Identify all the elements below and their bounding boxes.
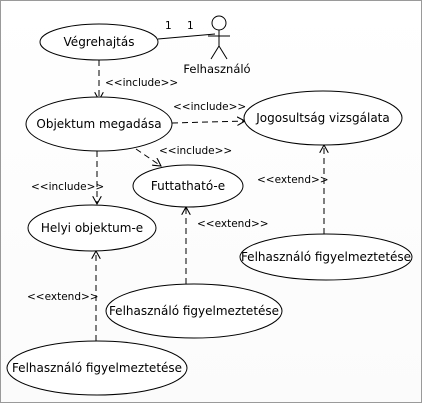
multiplicity-usecase-end: 1: [165, 20, 172, 32]
svg-text:Felhasználó figyelmeztetése: Felhasználó figyelmeztetése: [109, 304, 279, 318]
extend-label-1: <<extend>>: [257, 174, 329, 186]
extend-label-2: <<extend>>: [197, 218, 269, 230]
usecase-futtathato[interactable]: Futtatható-e: [132, 164, 244, 208]
include-edge-2: [171, 121, 245, 123]
usecase-figyelmeztetes-middle[interactable]: Felhasználó figyelmeztetése: [105, 283, 283, 339]
include-label-1: <<include>>: [105, 77, 178, 89]
include-label-2: <<include>>: [173, 101, 246, 113]
svg-text:Futtatható-e: Futtatható-e: [151, 179, 225, 193]
svg-text:Felhasználó figyelmeztetése: Felhasználó figyelmeztetése: [12, 361, 182, 375]
extend-label-3: <<extend>>: [27, 291, 99, 303]
svg-text:Helyi objektum-e: Helyi objektum-e: [41, 221, 143, 235]
svg-text:Végrehajtás: Végrehajtás: [64, 35, 135, 49]
usecase-figyelmeztetes-right[interactable]: Felhasználó figyelmeztetése: [239, 233, 413, 281]
usecase-helyi-objektum[interactable]: Helyi objektum-e: [27, 204, 157, 252]
include-edge-3: [135, 148, 161, 166]
include-label-3: <<include>>: [159, 145, 232, 157]
svg-text:Objektum megadása: Objektum megadása: [36, 117, 161, 131]
include-label-4: <<include>>: [31, 181, 104, 193]
usecase-objektum-megadasa[interactable]: Objektum megadása: [25, 96, 173, 152]
association-line: [157, 33, 216, 40]
multiplicity-actor-end: 1: [187, 20, 194, 32]
actor-name: Felhasználó: [183, 62, 250, 76]
svg-text:Jogosultság vizsgálata: Jogosultság vizsgálata: [255, 111, 389, 125]
usecase-vegrehajtas[interactable]: Végrehajtás: [39, 23, 159, 61]
actor-figure-icon[interactable]: [208, 15, 230, 60]
usecase-jogosultsag-vizsgalata[interactable]: Jogosultság vizsgálata: [243, 90, 403, 146]
svg-text:Felhasználó figyelmeztetése: Felhasználó figyelmeztetése: [241, 250, 411, 264]
usecase-figyelmeztetes-bottom[interactable]: Felhasználó figyelmeztetése: [6, 340, 188, 396]
